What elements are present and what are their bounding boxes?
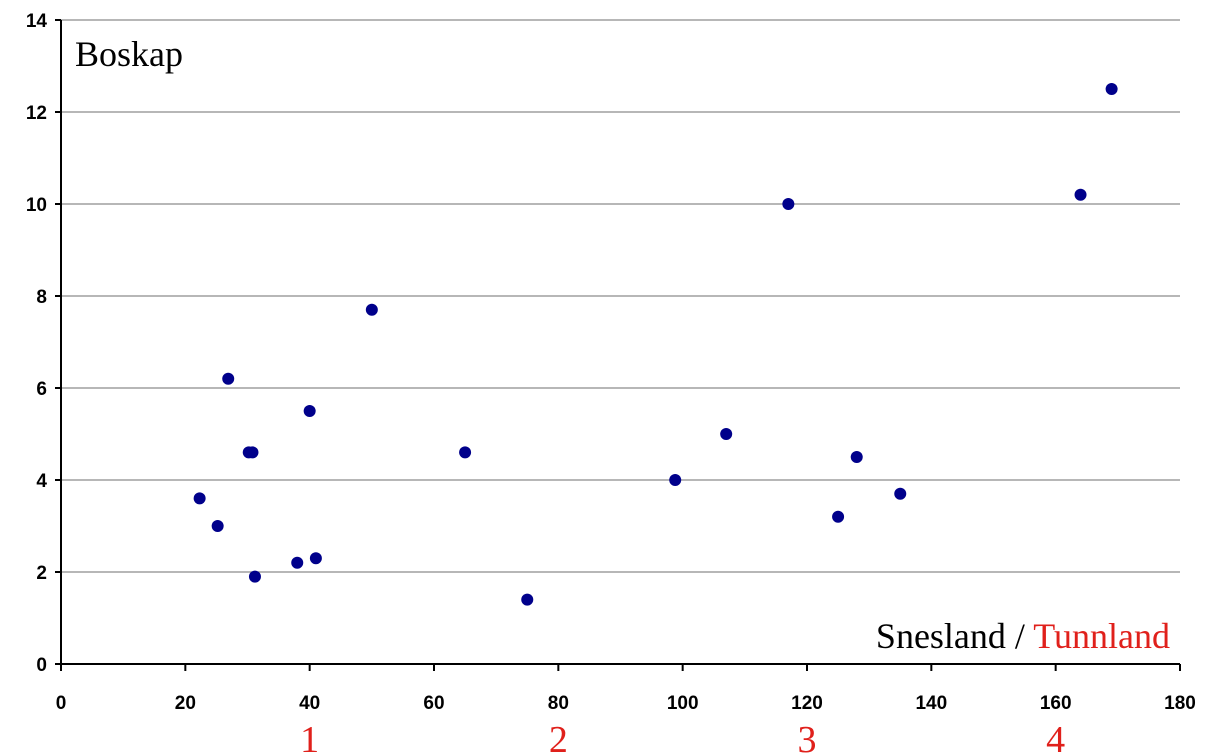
- secondary-x-label: 3: [798, 719, 817, 756]
- data-point: [832, 510, 845, 523]
- axes: [55, 19, 1181, 671]
- x-axis-label: Snesland / Tunnland: [876, 616, 1170, 656]
- gridlines: [61, 19, 1180, 573]
- data-point: [309, 552, 322, 565]
- x-tick-label: 100: [667, 693, 699, 714]
- data-point: [1105, 83, 1118, 95]
- data-point: [193, 492, 206, 505]
- data-point: [669, 474, 682, 486]
- secondary-x-label: 4: [1046, 719, 1065, 756]
- data-point: [303, 405, 316, 417]
- secondary-x-labels: 1 2 3 4: [300, 719, 1065, 756]
- y-tick-label: 6: [36, 379, 47, 400]
- y-axis-label: Boskap: [75, 34, 183, 74]
- data-point: [459, 446, 472, 459]
- x-tick-label: 120: [791, 693, 823, 714]
- x-tick-label: 60: [423, 693, 444, 714]
- data-point: [291, 556, 304, 569]
- y-tick-label: 8: [36, 287, 47, 308]
- x-tick-label: 180: [1164, 693, 1196, 714]
- data-point: [782, 198, 795, 210]
- x-tick-label: 140: [915, 693, 947, 714]
- x-tick-label: 20: [175, 693, 196, 714]
- y-tick-label: 12: [26, 103, 47, 124]
- data-point: [1074, 188, 1087, 201]
- y-tick-label: 4: [36, 471, 47, 492]
- data-points: [193, 83, 1118, 606]
- data-point: [246, 446, 259, 459]
- x-tick-label: 160: [1040, 693, 1072, 714]
- x-axis-label-separator: /: [1006, 616, 1033, 656]
- data-point: [720, 428, 733, 440]
- x-tick-label: 0: [56, 693, 67, 714]
- x-tick-label: 40: [299, 693, 320, 714]
- x-tick-label: 80: [548, 693, 569, 714]
- y-tick-label: 2: [36, 563, 47, 584]
- data-point: [211, 520, 224, 532]
- x-axis-label-part1: Snesland: [876, 616, 1006, 656]
- data-point: [894, 487, 907, 500]
- secondary-x-label: 1: [300, 719, 319, 756]
- data-point: [850, 451, 863, 463]
- y-tick-label: 0: [36, 655, 47, 676]
- y-tick-label: 14: [26, 11, 48, 32]
- data-point: [222, 372, 235, 385]
- y-tick-label: 10: [26, 195, 47, 216]
- x-axis-label-part2: Tunnland: [1033, 616, 1170, 656]
- data-point: [521, 593, 534, 606]
- data-point: [248, 570, 261, 583]
- data-point: [365, 303, 378, 316]
- secondary-x-label: 2: [549, 719, 568, 756]
